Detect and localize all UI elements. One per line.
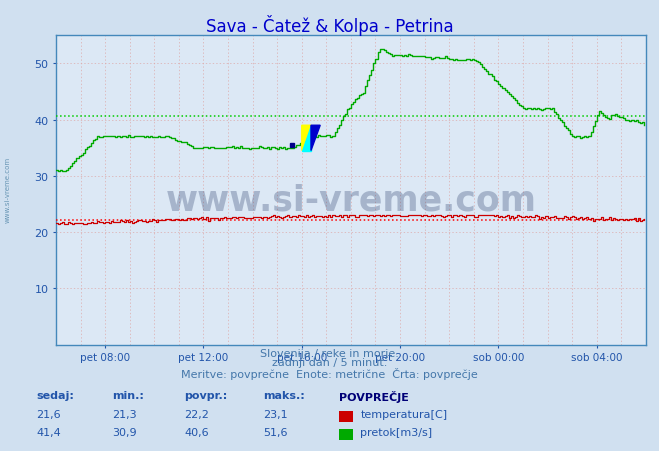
Text: povpr.:: povpr.: (185, 390, 228, 400)
Text: 21,3: 21,3 (112, 409, 136, 419)
Polygon shape (311, 126, 320, 151)
Text: 51,6: 51,6 (264, 427, 288, 437)
Text: 40,6: 40,6 (185, 427, 209, 437)
Text: 23,1: 23,1 (264, 409, 288, 419)
Text: 21,6: 21,6 (36, 409, 61, 419)
Text: temperatura[C]: temperatura[C] (360, 409, 447, 419)
Text: www.si-vreme.com: www.si-vreme.com (165, 183, 536, 217)
Text: maks.:: maks.: (264, 390, 305, 400)
Text: pretok[m3/s]: pretok[m3/s] (360, 427, 432, 437)
Text: 22,2: 22,2 (185, 409, 210, 419)
Text: Meritve: povprečne  Enote: metrične  Črta: povprečje: Meritve: povprečne Enote: metrične Črta:… (181, 367, 478, 379)
Text: sedaj:: sedaj: (36, 390, 74, 400)
Text: min.:: min.: (112, 390, 144, 400)
Polygon shape (302, 126, 311, 151)
Text: 30,9: 30,9 (112, 427, 136, 437)
Text: Sava - Čatež & Kolpa - Petrina: Sava - Čatež & Kolpa - Petrina (206, 15, 453, 36)
Text: 41,4: 41,4 (36, 427, 61, 437)
Polygon shape (302, 126, 311, 151)
Text: www.si-vreme.com: www.si-vreme.com (5, 156, 11, 222)
Text: zadnji dan / 5 minut.: zadnji dan / 5 minut. (272, 358, 387, 368)
Text: POVPREČJE: POVPREČJE (339, 390, 409, 402)
Text: Slovenija / reke in morje.: Slovenija / reke in morje. (260, 348, 399, 358)
